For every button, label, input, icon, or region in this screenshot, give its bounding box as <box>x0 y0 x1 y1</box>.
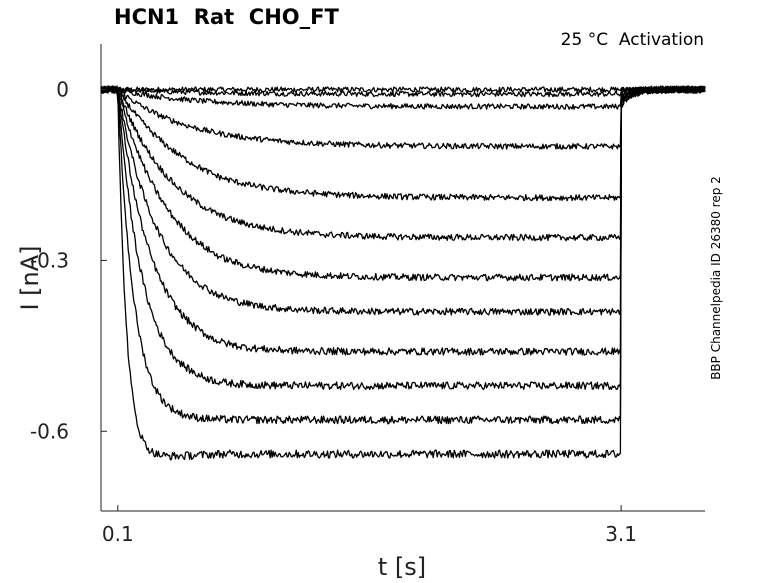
current-trace <box>100 85 706 461</box>
current-trace <box>100 85 706 316</box>
current-trace <box>100 86 706 98</box>
axis-ticks: 0.1 3.1 0 -0.3 -0.6 <box>30 78 637 546</box>
chart-title: HCN1 Rat CHO_FT <box>114 5 339 29</box>
current-trace <box>100 86 706 93</box>
y-tick-label: -0.3 <box>30 248 69 272</box>
temperature-annotation: 25 °C Activation <box>560 30 704 50</box>
y-tick-label: 0 <box>56 78 69 102</box>
y-tick-label: -0.6 <box>30 419 69 443</box>
current-trace <box>100 85 706 356</box>
plot-axes <box>100 44 705 512</box>
current-trace <box>100 85 706 282</box>
current-trace <box>100 86 706 110</box>
x-tick-label: 3.1 <box>605 522 637 546</box>
x-axis-label: t [s] <box>377 553 427 581</box>
current-trace <box>100 85 706 391</box>
current-trace <box>100 85 706 425</box>
x-tick-label: 0.1 <box>102 522 134 546</box>
current-trace <box>100 86 706 202</box>
current-traces <box>100 85 706 461</box>
current-trace <box>100 86 706 150</box>
current-trace <box>100 85 706 242</box>
